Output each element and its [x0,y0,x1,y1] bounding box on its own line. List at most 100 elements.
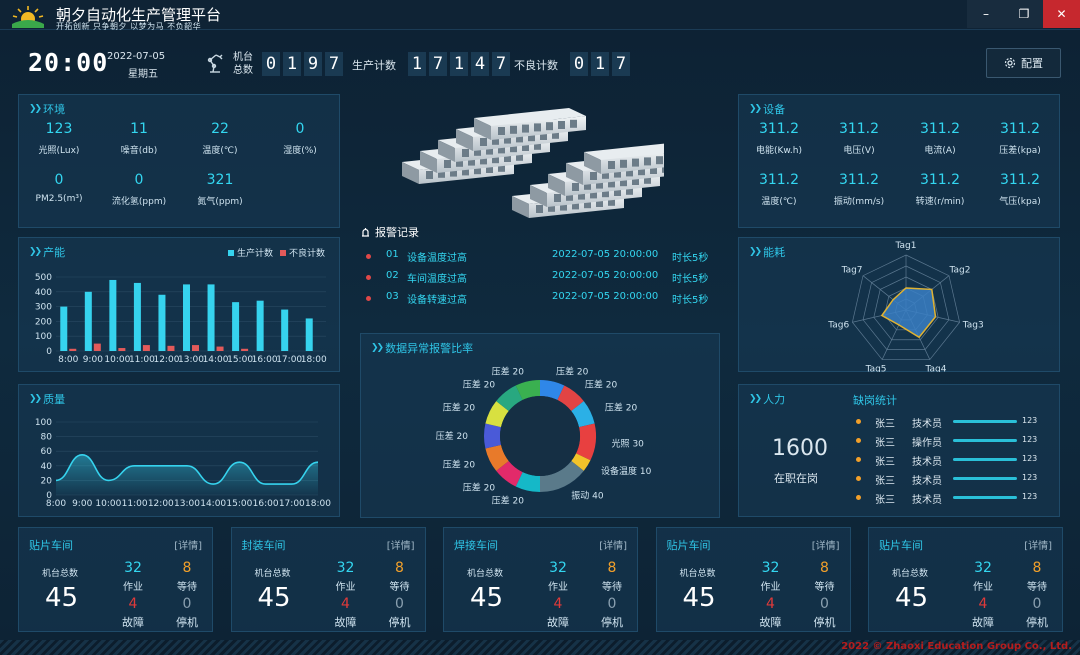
y-tick-label: 200 [35,317,52,327]
donut-label-value: 20 [626,403,638,413]
machine-total-digit: 1 [283,52,301,76]
y-tick-label: 300 [35,303,52,313]
staff-total: 1600 [772,436,828,461]
alarm-row[interactable]: 03 设备转速过高 2022-07-05 20:00:00 时长5秒 [366,291,726,307]
minimize-button[interactable]: – [967,0,1005,28]
y-tick-label: 40 [41,462,53,472]
donut-slice [571,401,595,428]
production-line-illustration [402,108,664,218]
workshop-card: 贴片车间 [详情] 机台总数 45 32 作业 8 等待 4 故障 0 停机 [868,527,1063,632]
staff-row: 张三 技术员 123 [853,453,1043,468]
production-bar [60,306,68,351]
workshop-stopped-label: 停机 [176,616,198,629]
donut-label: 压差 20 [605,401,638,413]
workshop-stopped-count: 0 [182,596,192,612]
donut-slice [576,423,596,461]
quality-line [55,454,319,485]
production-digit: 7 [492,52,510,76]
workshop-fault-label: 故障 [547,616,569,629]
workshop-fault-label: 故障 [122,616,144,629]
workshop-working-label: 作业 [123,582,143,593]
donut-label-value: 20 [484,380,496,390]
staff-role: 技术员 [912,476,942,487]
workshop-waiting-count: 8 [607,560,617,576]
machine-total-digit: 0 [262,52,280,76]
staff-total-label: 在职在岗 [774,472,818,485]
device-value: 311.2 [838,172,880,188]
defect-bar [93,343,101,351]
production-bar [232,302,240,351]
x-tick-label: 15:00 [226,499,252,509]
defect-bar [118,348,126,351]
chevron-double-icon: ❯❯ [749,394,762,404]
radar-axis-label: Tag3 [962,320,984,330]
workshop-detail-link[interactable]: [详情] [174,541,202,552]
x-tick-label: 13:00 [174,499,200,509]
production-bar [183,284,190,351]
staff-row: 张三 技术员 123 [853,472,1043,487]
workshop-machine-label: 机台总数 [679,569,716,579]
chevron-double-icon: ❯❯ [29,104,42,114]
maximize-button[interactable]: ❐ [1005,0,1043,28]
workshop-detail-link[interactable]: [详情] [599,541,627,552]
y-tick-label: 100 [35,332,52,342]
production-bar [84,291,92,351]
x-tick-label: 8:00 [46,499,66,509]
workshop-detail-link[interactable]: [详情] [386,541,415,552]
device-label: 电流(A) [924,146,956,156]
donut-label: 设备温度 10 [601,465,652,477]
workshop-fault-label: 故障 [334,616,357,629]
staff-role: 技术员 [912,495,942,506]
app-title: 朝夕自动化生产管理平台 [56,6,222,24]
workshop-waiting-count: 8 [1032,560,1042,576]
donut-label-value: 20 [513,368,525,378]
donut-label: 振动 40 [571,489,604,501]
env-value: 22 [211,121,229,137]
y-tick-label: 500 [35,273,52,283]
donut-slice [515,472,540,492]
x-tick-label: 12:00 [153,355,179,365]
donut-label-value: 20 [484,484,496,494]
close-button[interactable]: ✕ [1043,0,1080,28]
alarm-duration: 时长5秒 [672,274,709,285]
staff-role: 操作员 [912,438,942,449]
alarm-row[interactable]: 02 车间温度过高 2022-07-05 20:00:00 时长5秒 [366,270,726,286]
y-tick-label: 60 [41,447,53,457]
machine-total-digit: 9 [304,52,322,76]
environment-panel: ❯❯ 环境 [18,94,340,228]
donut-label-name: 设备温度 [601,465,637,477]
config-button[interactable]: 配置 [986,48,1061,78]
defect-bar [142,345,150,351]
y-tick-label: 20 [41,476,53,486]
chevron-double-icon: ❯❯ [749,247,762,257]
alarm-row[interactable]: 01 设备温度过高 2022-07-05 20:00:00 时长5秒 [366,249,726,265]
workshop-working-count: 32 [124,560,142,576]
staff-name: 张三 [875,476,895,487]
workshop-waiting-label: 等待 [814,582,835,593]
quality-title: 质量 [43,393,66,406]
workshop-machine-total: 45 [45,583,79,613]
staff-name: 张三 [875,419,895,430]
env-value: 11 [130,121,148,137]
device-value: 311.2 [758,121,800,137]
workshop-detail-link[interactable]: [详情] [811,541,840,552]
y-tick-label: 400 [35,288,52,298]
device-value: 311.2 [758,172,800,188]
workshop-fault-label: 故障 [972,616,994,629]
staff-bar [953,420,1017,423]
donut-slice [515,380,540,400]
workshop-stopped-count: 0 [395,596,404,612]
legend-swatch [228,250,234,256]
alarm-name: 车间温度过高 [407,274,467,285]
workshop-machine-label: 机台总数 [467,569,504,579]
workshop-stopped-label: 停机 [388,616,411,629]
workshop-detail-link[interactable]: [详情] [1024,541,1052,552]
device-label: 气压(kpa) [999,197,1041,207]
x-tick-label: 10:00 [104,355,130,365]
device-value: 311.2 [919,172,961,188]
workshop-name: 贴片车间 [666,539,711,552]
device-label: 温度(℃) [761,197,797,207]
workshop-card: 封装车间 [详情] 机台总数 45 32 作业 8 等待 4 故障 0 停机 [230,527,426,632]
donut-label-name: 压差 [492,366,510,378]
